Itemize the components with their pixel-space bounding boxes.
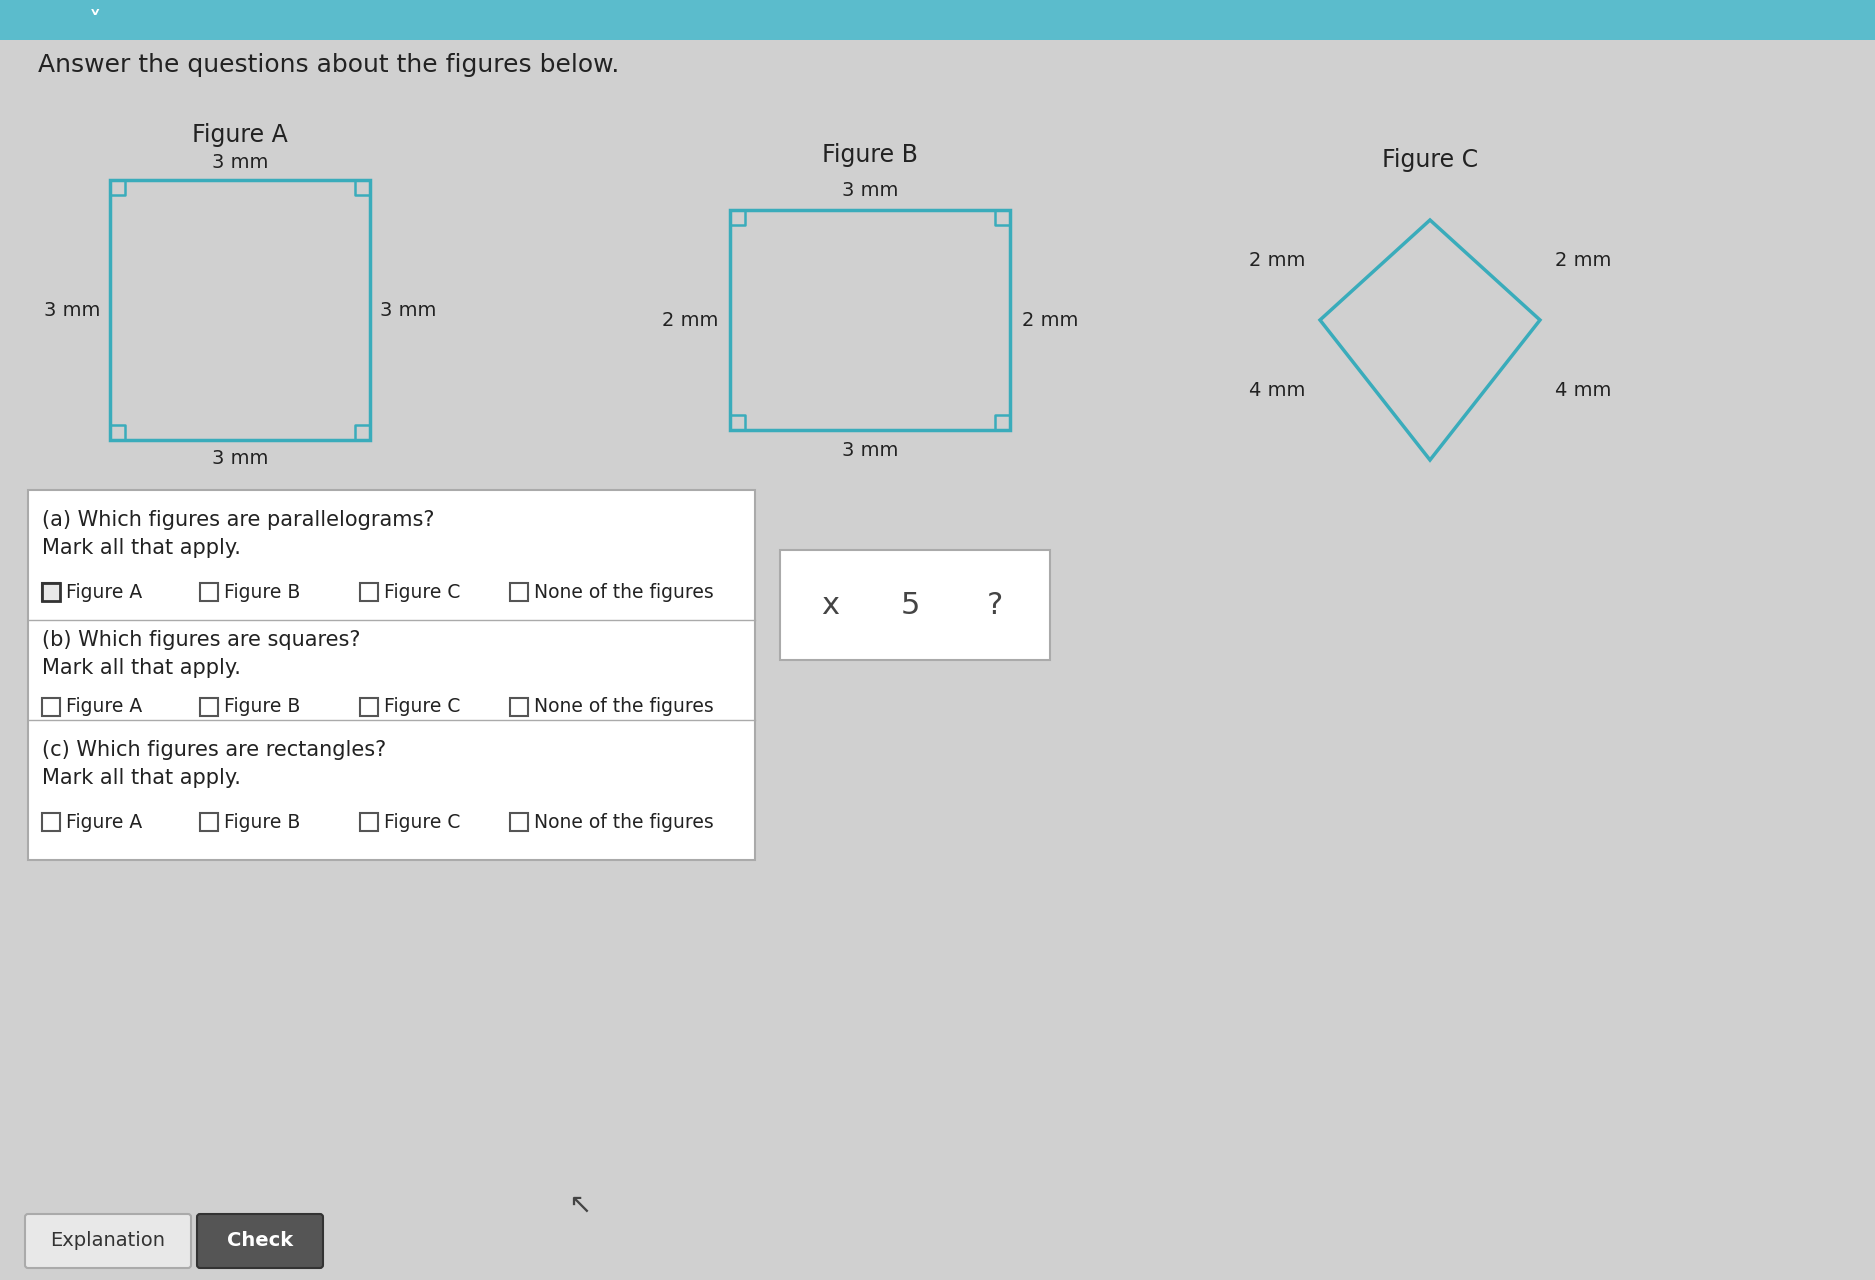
Text: 3 mm: 3 mm (381, 301, 437, 320)
FancyBboxPatch shape (28, 490, 756, 860)
Text: Figure B: Figure B (223, 813, 300, 832)
Text: Check: Check (227, 1231, 292, 1251)
Text: Figure A: Figure A (66, 813, 142, 832)
Text: 2 mm: 2 mm (1554, 251, 1611, 270)
Text: Figure B: Figure B (223, 582, 300, 602)
Text: Figure C: Figure C (384, 813, 461, 832)
Text: Mark all that apply.: Mark all that apply. (41, 538, 240, 558)
Text: 3 mm: 3 mm (212, 448, 268, 467)
Text: (a) Which figures are parallelograms?: (a) Which figures are parallelograms? (41, 509, 435, 530)
Text: 2 mm: 2 mm (1249, 251, 1305, 270)
FancyBboxPatch shape (41, 582, 60, 602)
FancyBboxPatch shape (24, 1213, 191, 1268)
Text: Mark all that apply.: Mark all that apply. (41, 768, 240, 788)
Text: Mark all that apply.: Mark all that apply. (41, 658, 240, 678)
Text: Figure B: Figure B (223, 698, 300, 717)
Text: None of the figures: None of the figures (534, 813, 714, 832)
FancyBboxPatch shape (360, 813, 379, 831)
FancyBboxPatch shape (510, 698, 529, 716)
FancyBboxPatch shape (201, 582, 218, 602)
Text: 4 mm: 4 mm (1554, 380, 1611, 399)
Text: Figure A: Figure A (66, 582, 142, 602)
FancyBboxPatch shape (510, 813, 529, 831)
Text: Figure C: Figure C (1382, 148, 1478, 172)
Text: Figure C: Figure C (384, 582, 461, 602)
FancyBboxPatch shape (780, 550, 1050, 660)
Text: Figure C: Figure C (384, 698, 461, 717)
Text: 3 mm: 3 mm (842, 440, 898, 460)
FancyBboxPatch shape (41, 698, 60, 716)
FancyBboxPatch shape (0, 0, 1875, 40)
Text: (c) Which figures are rectangles?: (c) Which figures are rectangles? (41, 740, 386, 760)
Text: (b) Which figures are squares?: (b) Which figures are squares? (41, 630, 360, 650)
Text: Figure B: Figure B (821, 143, 919, 166)
Text: 2 mm: 2 mm (1022, 311, 1078, 329)
Text: None of the figures: None of the figures (534, 698, 714, 717)
Text: ?: ? (986, 590, 1003, 620)
Text: Answer the questions about the figures below.: Answer the questions about the figures b… (38, 52, 619, 77)
Text: 3 mm: 3 mm (842, 180, 898, 200)
Text: Figure A: Figure A (191, 123, 289, 147)
Text: Explanation: Explanation (51, 1231, 165, 1251)
FancyBboxPatch shape (197, 1213, 322, 1268)
Text: 5: 5 (900, 590, 921, 620)
Text: None of the figures: None of the figures (534, 582, 714, 602)
FancyBboxPatch shape (41, 582, 60, 602)
FancyBboxPatch shape (360, 698, 379, 716)
FancyBboxPatch shape (360, 582, 379, 602)
Text: 2 mm: 2 mm (662, 311, 718, 329)
FancyBboxPatch shape (510, 582, 529, 602)
Text: Figure A: Figure A (66, 698, 142, 717)
Text: 4 mm: 4 mm (1249, 380, 1305, 399)
Text: ˅: ˅ (88, 10, 101, 35)
Text: ↖: ↖ (568, 1190, 592, 1219)
Text: x: x (821, 590, 838, 620)
FancyBboxPatch shape (201, 698, 218, 716)
FancyBboxPatch shape (41, 813, 60, 831)
Text: 3 mm: 3 mm (212, 152, 268, 172)
FancyBboxPatch shape (201, 813, 218, 831)
Text: 3 mm: 3 mm (43, 301, 99, 320)
